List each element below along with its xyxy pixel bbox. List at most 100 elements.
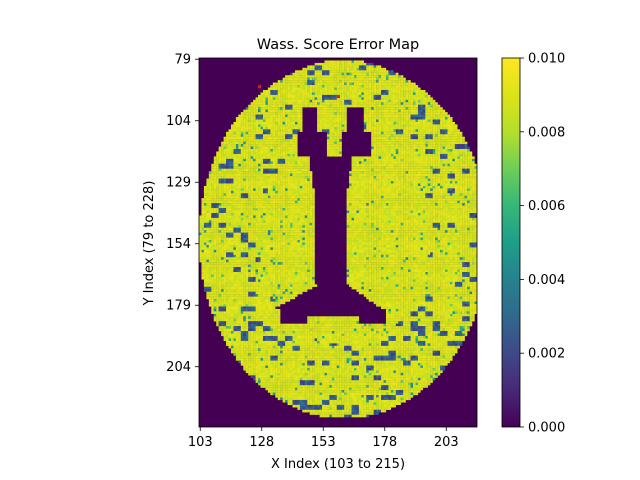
heatmap-cell [395, 126, 399, 130]
heatmap-cell [351, 208, 355, 211]
heatmap-cell [211, 217, 214, 221]
heatmap-cell [454, 166, 458, 169]
heatmap-cell [218, 173, 222, 177]
heatmap-cell [265, 217, 269, 221]
heatmap-cell [459, 141, 463, 145]
heatmap-cell [472, 208, 475, 211]
heatmap-cell [363, 185, 367, 189]
heatmap-cell [258, 208, 261, 211]
heatmap-cell [346, 203, 350, 206]
heatmap-cell [445, 190, 448, 194]
heatmap-cell [408, 121, 411, 125]
heatmap-cell [393, 178, 396, 182]
heatmap-cell [413, 121, 416, 125]
heatmap-cell [334, 129, 337, 132]
heatmap-cell [435, 205, 438, 209]
heatmap-cell [395, 210, 399, 214]
heatmap-cell [228, 198, 232, 201]
heatmap-cell [290, 121, 293, 125]
heatmap-cell [366, 102, 369, 105]
heatmap-cell [390, 185, 394, 189]
heatmap-cell [432, 134, 436, 137]
heatmap-cell [287, 92, 291, 96]
heatmap-cell [368, 203, 372, 206]
heatmap-cell [253, 117, 256, 120]
heatmap-cell [381, 144, 384, 147]
heatmap-cell [430, 119, 433, 123]
heatmap-cell [341, 102, 345, 105]
heatmap-cell [270, 163, 273, 167]
heatmap-cell [258, 119, 261, 123]
heatmap-cell [346, 65, 350, 68]
heatmap-cell [235, 124, 239, 128]
heatmap-cell [442, 131, 446, 135]
heatmap-cell [459, 163, 463, 167]
heatmap-cell [235, 149, 239, 152]
heatmap-cell [290, 183, 293, 187]
heatmap-cell [457, 195, 460, 199]
heatmap-cell [255, 99, 259, 103]
heatmap-cell [378, 87, 382, 91]
heatmap-cell [255, 112, 259, 115]
heatmap-cell [245, 200, 249, 204]
heatmap-cell [368, 107, 372, 110]
heatmap-cell [376, 121, 379, 125]
heatmap-cell [312, 65, 315, 68]
heatmap-cell [437, 166, 441, 169]
heatmap-cell [233, 185, 237, 189]
heatmap-cell [403, 203, 406, 206]
heatmap-cell [272, 89, 276, 93]
heatmap-cell [454, 144, 458, 147]
heatmap-cell [422, 190, 426, 194]
heatmap-cell [378, 107, 382, 110]
heatmap-cell [277, 119, 281, 123]
heatmap-cell [373, 203, 377, 206]
heatmap-cell [255, 139, 259, 142]
heatmap-cell [363, 67, 367, 71]
heatmap-cell [317, 87, 320, 91]
heatmap-cell [294, 87, 298, 91]
heatmap-cell [437, 200, 441, 204]
heatmap-cell [322, 92, 325, 96]
heatmap-cell [442, 181, 446, 184]
heatmap-cell [294, 203, 298, 206]
heatmap-cell [445, 146, 448, 150]
heatmap-cell [206, 200, 209, 204]
heatmap-cell [334, 124, 337, 128]
heatmap-cell [203, 200, 207, 204]
heatmap-cell [415, 210, 419, 214]
heatmap-cell [223, 208, 227, 211]
heatmap-cell [425, 149, 428, 152]
heatmap-cell [270, 183, 273, 187]
heatmap-cell [378, 208, 382, 211]
heatmap-cell [405, 144, 409, 147]
heatmap-cell [336, 126, 340, 130]
heatmap-cell [393, 121, 396, 125]
heatmap-cell [398, 195, 401, 199]
heatmap-cell [272, 203, 276, 206]
heatmap-cell [255, 173, 259, 177]
heatmap-cell [339, 146, 342, 150]
heatmap-cell [341, 89, 345, 93]
heatmap-cell [366, 67, 369, 71]
heatmap-cell [294, 158, 298, 162]
heatmap-cell [277, 129, 281, 132]
heatmap-cell [361, 87, 364, 91]
heatmap-cell [223, 168, 227, 172]
heatmap-cell [292, 195, 296, 199]
heatmap-cell [390, 210, 394, 214]
heatmap-cell [275, 198, 278, 201]
heatmap-cell [390, 171, 394, 174]
heatmap-cell [292, 72, 296, 76]
heatmap-cell [422, 205, 426, 209]
heatmap-cell [336, 134, 340, 137]
heatmap-cell [309, 87, 313, 91]
heatmap-cell [349, 212, 352, 216]
heatmap-cell [420, 112, 424, 115]
heatmap-cell [329, 124, 332, 128]
heatmap-cell [385, 173, 389, 177]
heatmap-cell [277, 181, 281, 184]
heatmap-cell [336, 149, 340, 152]
heatmap-cell [235, 156, 239, 160]
heatmap-cell [368, 117, 372, 120]
